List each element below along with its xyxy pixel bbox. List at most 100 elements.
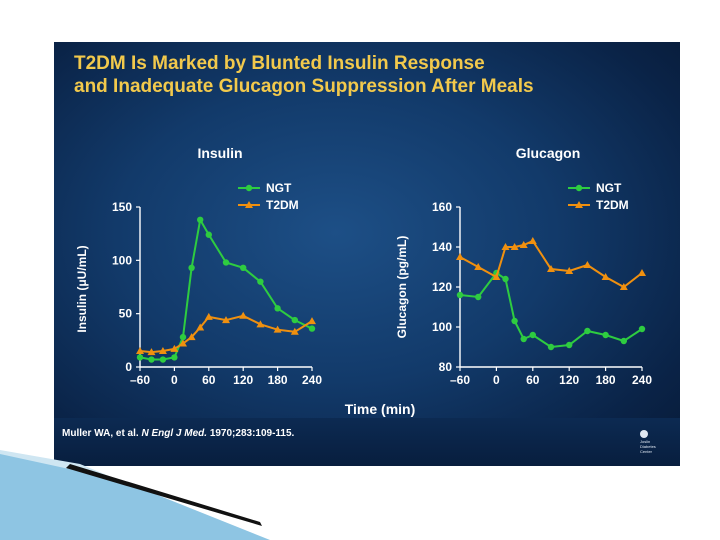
insulin-y-axis-label: Insulin (μU/mL)	[75, 245, 89, 332]
y-tick-label: 100	[112, 253, 132, 267]
glucagon-chart: Glucagon Glucagon (pg/mL) 80 100 120 140 160…	[395, 145, 652, 387]
y-tick-label: 150	[112, 200, 132, 214]
data-point-t2dm	[187, 333, 196, 341]
decoration-blue-wedge	[0, 454, 270, 540]
legend-marker-icon	[245, 184, 253, 192]
data-point-t2dm	[456, 253, 464, 260]
glucagon-lines	[456, 237, 646, 351]
data-point-t2dm	[290, 327, 299, 335]
glucagon-axes	[456, 206, 643, 371]
data-point-t2dm	[308, 317, 316, 325]
data-point-ngt	[308, 325, 316, 332]
legend-marker-icon	[575, 184, 583, 192]
data-point-ngt	[136, 354, 144, 361]
data-point-ngt	[257, 278, 264, 285]
data-point-t2dm	[147, 348, 156, 356]
x-tick-label: 60	[202, 373, 216, 387]
data-point-ngt	[197, 216, 204, 223]
glucagon-legend: NGT T2DM	[568, 181, 629, 212]
data-point-ngt	[520, 335, 527, 343]
y-tick-label: 80	[439, 360, 453, 374]
citation-authors: Muller WA, et al.	[62, 428, 139, 439]
decoration-dark-stroke	[66, 464, 262, 526]
data-point-t2dm	[492, 273, 501, 280]
data-point-ngt	[274, 305, 281, 312]
logo-line-1: Joslin	[640, 439, 651, 444]
insulin-axes	[136, 206, 313, 371]
data-point-ngt	[602, 331, 609, 339]
data-point-t2dm	[170, 344, 179, 352]
x-tick-label: –60	[450, 373, 470, 387]
citation: Muller WA, et al. N Engl J Med. 1970;283…	[62, 428, 294, 439]
data-point-ngt	[511, 317, 518, 325]
data-point-t2dm	[547, 265, 555, 272]
data-point-ngt	[171, 354, 178, 361]
data-point-ngt	[566, 341, 573, 349]
legend-label-ngt: NGT	[266, 181, 292, 195]
citation-journal: N Engl J Med.	[141, 428, 208, 439]
footer-band	[54, 418, 680, 466]
data-point-t2dm	[501, 243, 510, 250]
data-point-ngt	[205, 231, 212, 238]
data-point-t2dm	[601, 273, 610, 280]
data-point-ngt	[529, 331, 536, 339]
x-tick-label: 240	[632, 373, 652, 387]
data-point-t2dm	[256, 320, 265, 328]
glucagon-y-axis-label: Glucagon (pg/mL)	[395, 236, 409, 339]
charts-area: Insulin Insulin (μU/mL) 0 50 100 150 –60 0 60 1…	[75, 145, 652, 417]
data-point-t2dm	[583, 261, 592, 268]
data-point-ngt	[159, 356, 167, 363]
logo-line-2: Diabetes	[640, 444, 656, 449]
data-point-t2dm	[136, 347, 144, 354]
data-point-t2dm	[528, 237, 537, 244]
data-point-ngt	[179, 333, 187, 341]
y-tick-label: 0	[125, 360, 132, 374]
data-point-ngt	[584, 327, 591, 335]
y-tick-label: 50	[119, 307, 133, 321]
slide: T2DM Is Marked by Blunted Insulin Respon…	[54, 42, 680, 466]
x-tick-label: 180	[268, 373, 288, 387]
data-point-t2dm	[638, 269, 646, 276]
series-line-ngt	[139, 216, 313, 361]
legend-label-t2dm: T2DM	[266, 198, 299, 212]
x-tick-label: 0	[171, 373, 178, 387]
citation-rest: 1970;283:109-115.	[209, 428, 295, 439]
slide-decoration	[0, 450, 270, 540]
data-point-ngt	[638, 325, 646, 333]
logo-line-3: Center	[640, 449, 653, 454]
series-line-ngt	[459, 271, 643, 349]
y-tick-label: 140	[432, 240, 452, 254]
data-point-t2dm	[179, 339, 187, 347]
data-point-t2dm	[222, 316, 230, 324]
shared-x-axis-label: Time (min)	[345, 401, 416, 417]
data-point-ngt	[620, 337, 627, 345]
x-tick-label: 0	[493, 373, 500, 387]
data-point-ngt	[291, 316, 298, 324]
data-point-t2dm	[474, 263, 483, 270]
data-point-ngt	[456, 291, 464, 299]
data-point-ngt	[188, 264, 195, 271]
data-point-t2dm	[565, 267, 574, 274]
data-point-t2dm	[196, 323, 205, 331]
data-point-t2dm	[510, 243, 519, 250]
data-point-t2dm	[619, 283, 628, 290]
data-point-ngt	[547, 343, 555, 351]
data-point-ngt	[475, 293, 482, 301]
series-line-t2dm	[459, 239, 643, 289]
x-tick-label: 60	[526, 373, 540, 387]
data-point-ngt	[222, 259, 230, 266]
slide-title: T2DM Is Marked by Blunted Insulin Respon…	[74, 52, 674, 98]
insulin-chart-title: Insulin	[197, 145, 242, 161]
legend-marker-icon	[245, 201, 253, 208]
data-point-ngt	[148, 356, 155, 363]
title-line-2: and Inadequate Glucagon Suppression Afte…	[74, 76, 534, 97]
x-tick-label: 180	[596, 373, 616, 387]
title-line-1: T2DM Is Marked by Blunted Insulin Respon…	[74, 53, 485, 74]
y-tick-label: 160	[432, 200, 452, 214]
joslin-logo: Joslin Diabetes Center	[640, 430, 666, 460]
x-tick-label: 240	[302, 373, 322, 387]
insulin-lines	[136, 216, 316, 363]
y-tick-label: 100	[432, 320, 452, 334]
